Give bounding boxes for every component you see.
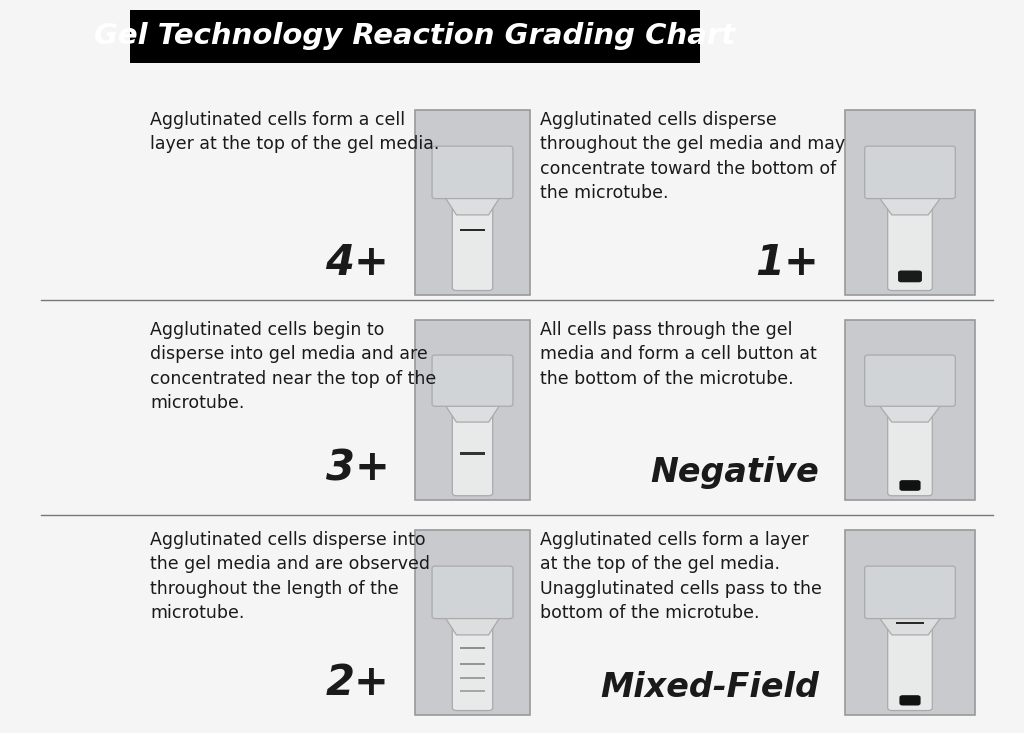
FancyBboxPatch shape	[864, 146, 955, 199]
FancyBboxPatch shape	[461, 647, 484, 649]
FancyBboxPatch shape	[898, 270, 922, 282]
Text: Agglutinated cells form a layer
at the top of the gel media.
Unagglutinated cell: Agglutinated cells form a layer at the t…	[541, 531, 822, 622]
FancyBboxPatch shape	[461, 690, 484, 691]
FancyBboxPatch shape	[888, 597, 932, 710]
FancyBboxPatch shape	[461, 229, 484, 231]
Text: 3+: 3+	[326, 447, 389, 489]
FancyBboxPatch shape	[453, 597, 493, 710]
FancyBboxPatch shape	[461, 663, 484, 665]
FancyBboxPatch shape	[899, 695, 921, 705]
Text: Agglutinated cells disperse
throughout the gel media and may
concentrate toward : Agglutinated cells disperse throughout t…	[541, 111, 846, 202]
Text: Agglutinated cells begin to
disperse into gel media and are
concentrated near th: Agglutinated cells begin to disperse int…	[151, 321, 436, 412]
FancyBboxPatch shape	[461, 452, 484, 455]
FancyBboxPatch shape	[845, 110, 975, 295]
FancyBboxPatch shape	[432, 355, 513, 406]
FancyBboxPatch shape	[415, 320, 530, 500]
Text: Agglutinated cells disperse into
the gel media and are observed
throughout the l: Agglutinated cells disperse into the gel…	[151, 531, 430, 622]
FancyBboxPatch shape	[864, 355, 955, 406]
FancyBboxPatch shape	[899, 480, 921, 491]
Text: Mixed-Field: Mixed-Field	[600, 671, 819, 704]
FancyBboxPatch shape	[845, 530, 975, 715]
Polygon shape	[879, 404, 942, 422]
FancyBboxPatch shape	[130, 10, 700, 63]
FancyBboxPatch shape	[461, 677, 484, 679]
Text: All cells pass through the gel
media and form a cell button at
the bottom of the: All cells pass through the gel media and…	[541, 321, 817, 388]
FancyBboxPatch shape	[888, 177, 932, 290]
Polygon shape	[879, 616, 942, 635]
FancyBboxPatch shape	[432, 566, 513, 619]
Polygon shape	[444, 404, 501, 422]
Text: Agglutinated cells form a cell
layer at the top of the gel media.: Agglutinated cells form a cell layer at …	[151, 111, 439, 153]
Text: 2+: 2+	[326, 662, 389, 704]
FancyBboxPatch shape	[864, 566, 955, 619]
Polygon shape	[879, 196, 942, 215]
Text: 4+: 4+	[326, 242, 389, 284]
Text: 1+: 1+	[756, 242, 819, 284]
Polygon shape	[444, 616, 501, 635]
FancyBboxPatch shape	[432, 146, 513, 199]
FancyBboxPatch shape	[888, 386, 932, 496]
FancyBboxPatch shape	[415, 110, 530, 295]
FancyBboxPatch shape	[896, 622, 924, 624]
Text: Gel Technology Reaction Grading Chart: Gel Technology Reaction Grading Chart	[94, 23, 735, 51]
FancyBboxPatch shape	[453, 177, 493, 290]
Text: Negative: Negative	[650, 456, 819, 489]
FancyBboxPatch shape	[453, 386, 493, 496]
Polygon shape	[444, 196, 501, 215]
FancyBboxPatch shape	[415, 530, 530, 715]
FancyBboxPatch shape	[845, 320, 975, 500]
